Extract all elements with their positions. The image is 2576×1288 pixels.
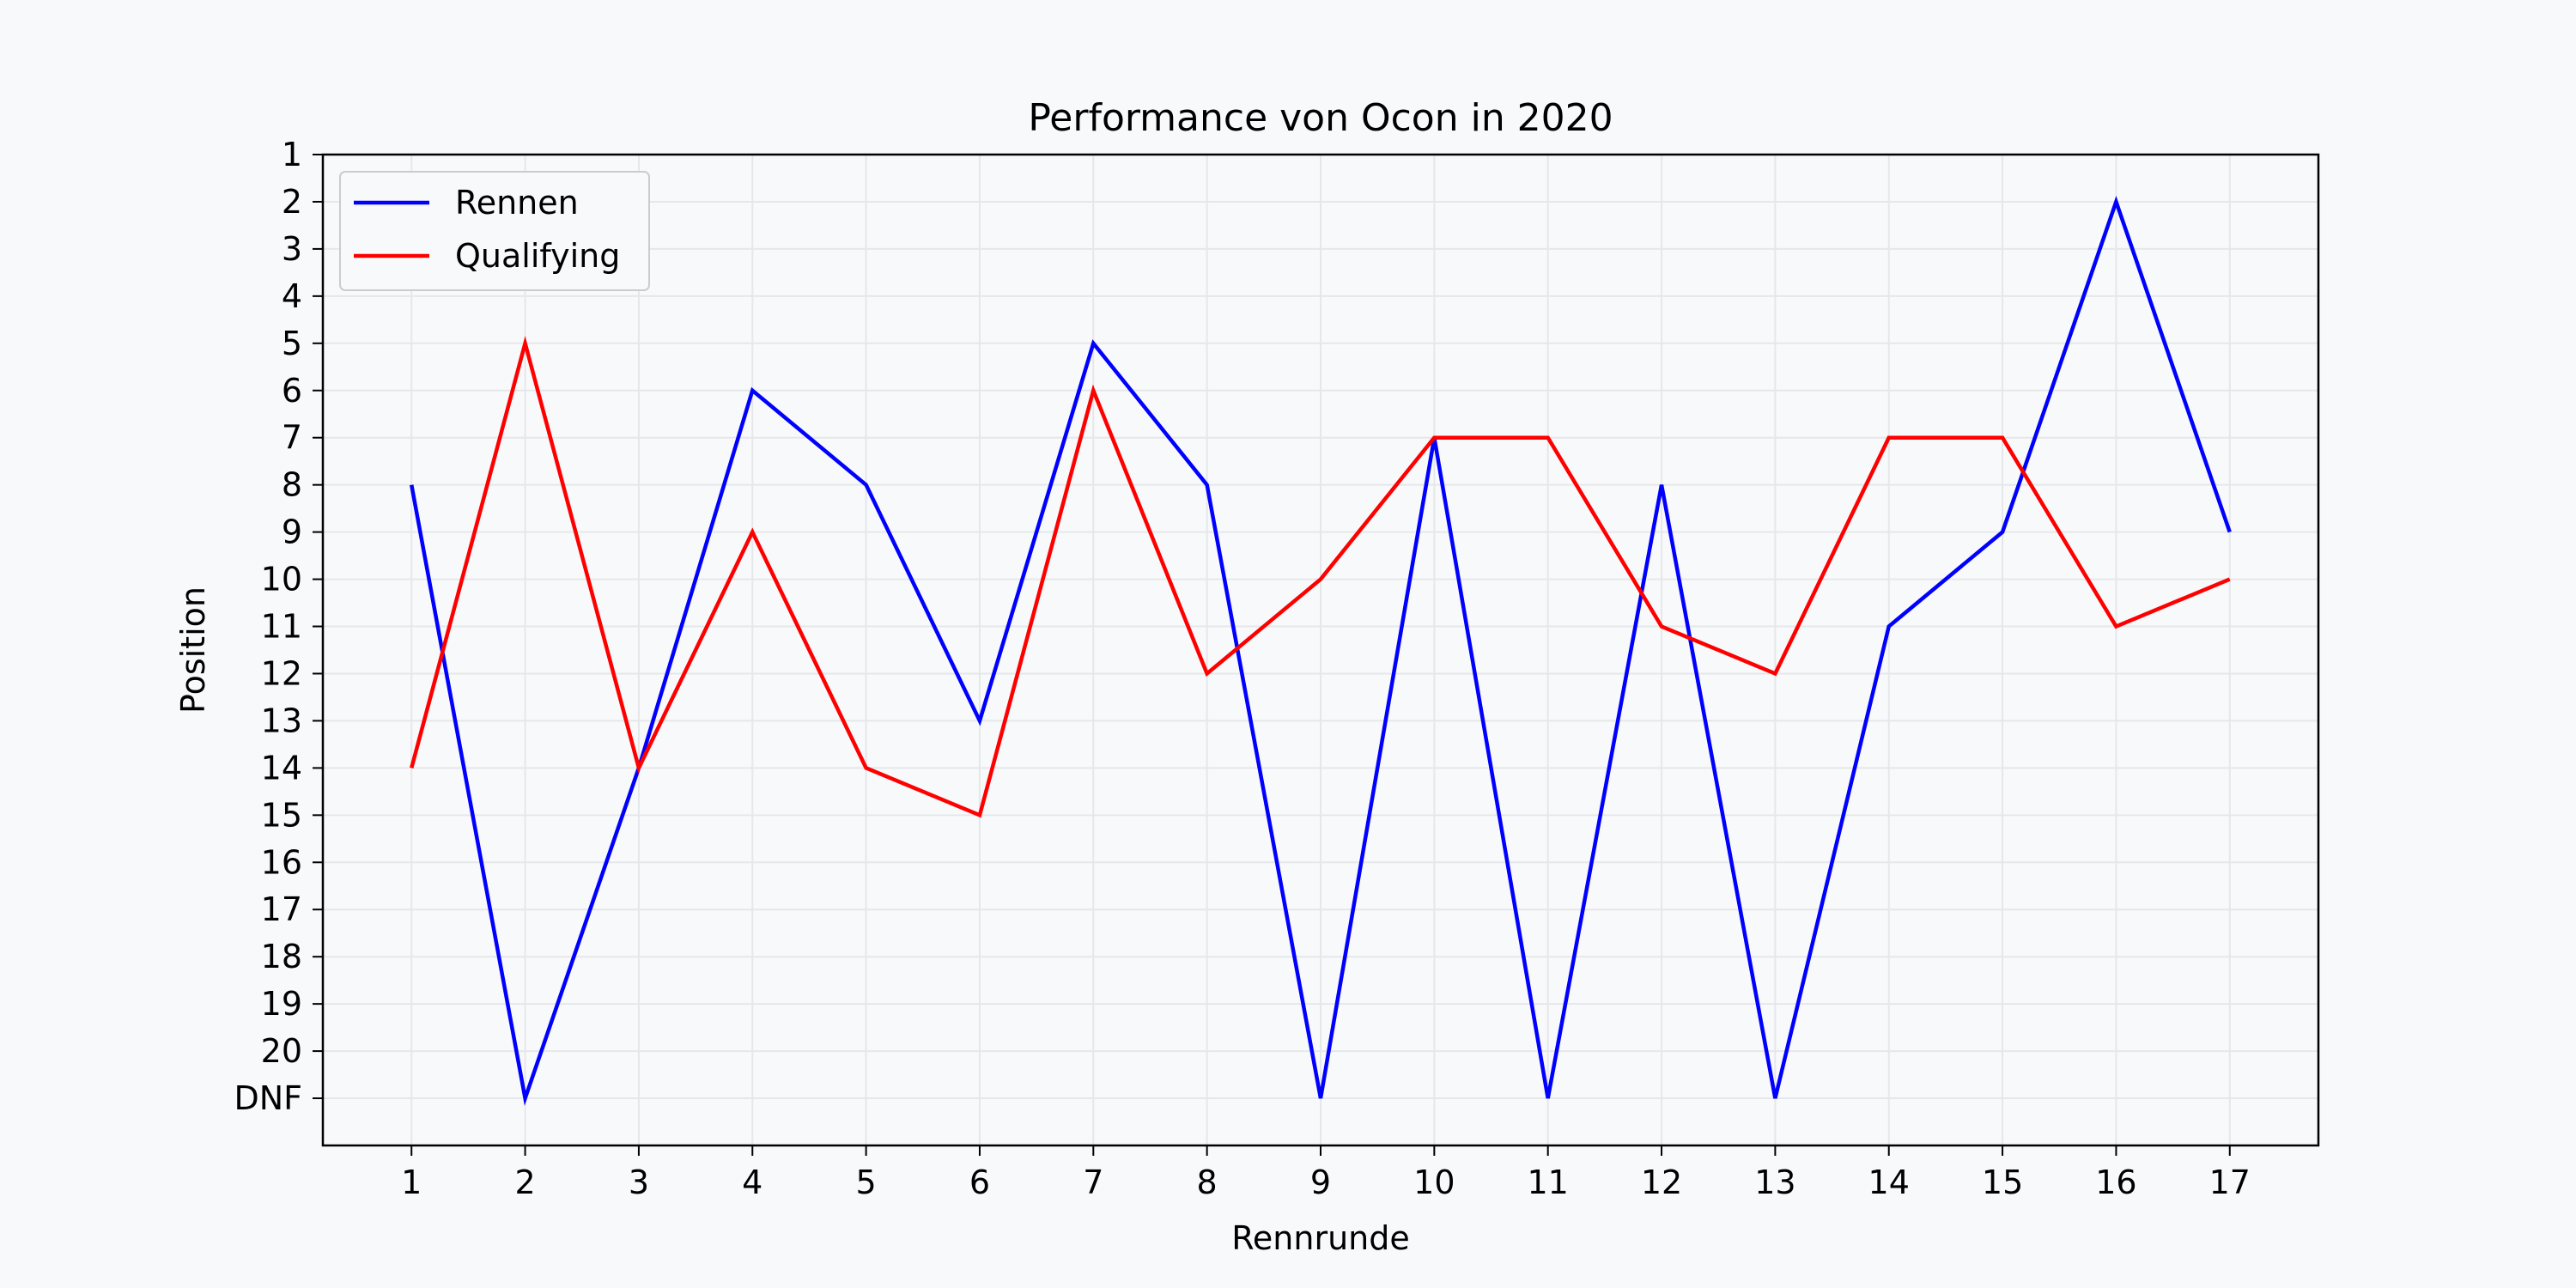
x-tick-label: 6 (969, 1163, 990, 1201)
x-tick-label: 15 (1982, 1163, 2023, 1201)
x-tick-label: 12 (1641, 1163, 1682, 1201)
y-tick-label: 1 (282, 136, 302, 173)
y-tick-label: 19 (261, 985, 302, 1023)
y-tick-label: 4 (282, 277, 302, 315)
x-tick-label: 4 (742, 1163, 762, 1201)
grid-lines (323, 154, 2318, 1145)
y-tick-label: 16 (261, 843, 302, 881)
y-tick-label: DNF (234, 1079, 302, 1117)
x-tick-label: 13 (1754, 1163, 1795, 1201)
x-tick-label: 16 (2095, 1163, 2136, 1201)
y-tick-label: 18 (261, 938, 302, 975)
y-tick-label: 14 (261, 749, 302, 787)
x-tick-label: 11 (1528, 1163, 1569, 1201)
x-tick-label: 10 (1413, 1163, 1455, 1201)
series-line-qualifying (410, 336, 2231, 818)
legend: Rennen Qualifying (339, 171, 650, 291)
x-tick-label: 7 (1083, 1163, 1103, 1201)
x-tick-label: 14 (1868, 1163, 1910, 1201)
legend-label: Qualifying (455, 237, 620, 275)
legend-label: Rennen (455, 184, 579, 222)
y-tick-label: 10 (261, 561, 302, 598)
y-tick-label: 3 (282, 230, 302, 268)
series-line-rennen (410, 196, 2232, 1106)
y-tick-label: 11 (261, 608, 302, 646)
y-axis-label: Position (174, 586, 212, 714)
y-tick-label: 8 (282, 466, 302, 504)
x-tick-label: 9 (1310, 1163, 1331, 1201)
y-tick-label: 20 (261, 1032, 302, 1070)
y-tick-label: 2 (282, 183, 302, 221)
x-tick-label: 1 (401, 1163, 422, 1201)
y-tick-label: 17 (261, 890, 302, 928)
y-tick-label: 13 (261, 702, 302, 739)
y-tick-label: 5 (282, 325, 302, 362)
x-tick-label: 17 (2209, 1163, 2251, 1201)
y-tick-label: 9 (282, 513, 302, 551)
x-axis-ticks: 1 2 3 4 5 6 7 8 9 10 11 12 13 14 15 16 17 (401, 1145, 2251, 1201)
chart-title: Performance von Ocon in 2020 (1028, 96, 1613, 140)
y-tick-label: 6 (282, 372, 302, 410)
x-tick-label: 8 (1197, 1163, 1218, 1201)
y-tick-label: 7 (282, 419, 302, 457)
x-tick-label: 5 (856, 1163, 877, 1201)
y-tick-label: 15 (261, 796, 302, 834)
series-lines (410, 196, 2232, 1106)
x-tick-label: 2 (514, 1163, 535, 1201)
y-tick-label: 12 (261, 654, 302, 692)
x-axis-label: Rennrunde (1231, 1219, 1410, 1257)
x-tick-label: 3 (629, 1163, 649, 1201)
